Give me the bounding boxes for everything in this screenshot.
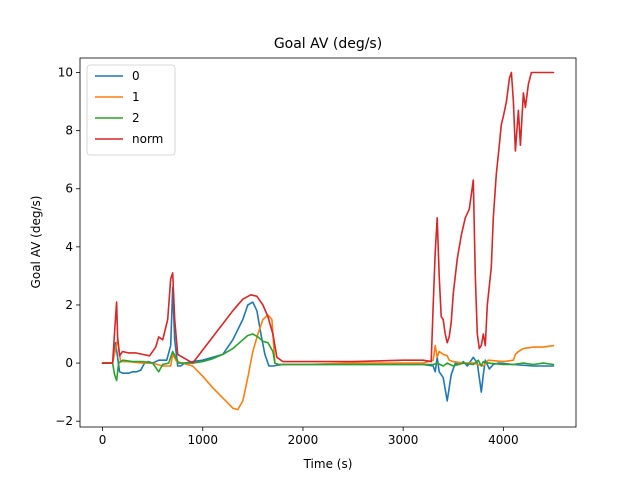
y-tick-label: 8 [65,124,73,138]
x-tick-label: 4000 [488,433,519,447]
x-tick-label: 0 [99,433,107,447]
chart-title: Goal AV (deg/s) [274,36,382,52]
y-axis-label: Goal AV (deg/s) [29,196,43,289]
y-tick-label: 0 [65,356,73,370]
legend: 0 1 2 norm [86,64,176,156]
y-tick-label: 10 [58,66,73,80]
y-tick-label: 4 [65,240,73,254]
x-axis-label: Time (s) [303,457,353,471]
plot-frame [79,57,577,428]
legend-label-norm: norm [132,132,163,146]
legend-label-1: 1 [132,90,140,104]
y-tick-label: −2 [55,414,73,428]
y-tick-label: 2 [65,298,73,312]
x-tick-label: 2000 [288,433,319,447]
x-tick-label: 1000 [187,433,218,447]
x-tick-label: 3000 [388,433,419,447]
legend-box [86,64,176,156]
series-line-norm [101,71,555,364]
series-layer [101,71,555,411]
legend-label-0: 0 [132,69,140,83]
series-line-2 [101,333,555,382]
y-tick-label: 6 [65,182,73,196]
legend-label-2: 2 [132,111,140,125]
